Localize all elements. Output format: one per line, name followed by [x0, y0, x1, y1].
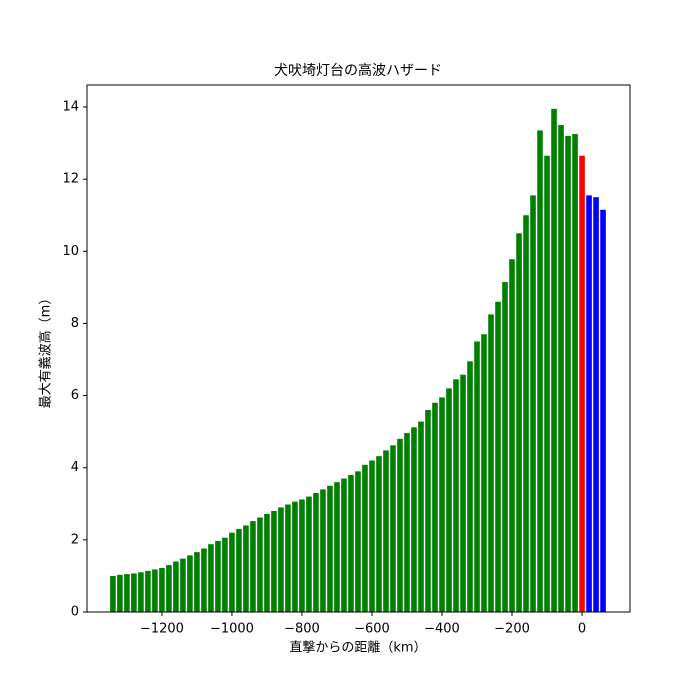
- y-tick-label: 14: [62, 100, 79, 115]
- y-tick-label: 10: [62, 244, 79, 259]
- x-tick-label: 0: [578, 622, 586, 637]
- bar: [481, 334, 487, 612]
- bar: [516, 233, 522, 612]
- bar: [558, 125, 564, 613]
- bar: [523, 215, 529, 612]
- bar: [257, 517, 263, 612]
- bar: [348, 474, 354, 612]
- chart-title: 犬吠埼灯台の高波ハザード: [274, 62, 442, 79]
- bar: [201, 548, 207, 612]
- bar: [208, 544, 214, 612]
- bar: [446, 388, 452, 612]
- bar: [411, 427, 417, 612]
- bar: [467, 361, 473, 612]
- bar: [131, 573, 137, 612]
- x-axis-label: 直撃からの距離（km）: [289, 640, 426, 656]
- bar: [166, 565, 172, 612]
- bar: [299, 499, 305, 612]
- bar: [117, 574, 123, 612]
- y-tick-label: 12: [62, 172, 79, 187]
- bar: [376, 456, 382, 612]
- bar: [551, 108, 557, 613]
- bar: [250, 521, 256, 612]
- bar: [159, 567, 165, 612]
- x-tick-label: −400: [424, 622, 460, 637]
- bar: [404, 433, 410, 612]
- bar: [502, 281, 508, 612]
- bar: [278, 507, 284, 612]
- bar: [173, 561, 179, 612]
- bar: [572, 134, 578, 612]
- x-tick-label: −1000: [210, 622, 254, 637]
- bar: [264, 513, 270, 612]
- bar: [432, 402, 438, 612]
- bar: [320, 489, 326, 612]
- bar: [474, 341, 480, 612]
- y-tick-label: 2: [71, 532, 79, 547]
- bar: [292, 501, 298, 612]
- bar: [439, 397, 445, 612]
- x-tick-label: −1200: [140, 622, 184, 637]
- y-tick-label: 6: [71, 388, 79, 403]
- bar: [593, 197, 599, 612]
- x-tick-label: −800: [284, 622, 320, 637]
- bar: [369, 460, 375, 612]
- bar: [236, 529, 242, 612]
- bar: [138, 572, 144, 612]
- bar: [460, 374, 466, 612]
- bar: [187, 555, 193, 612]
- bar: [383, 450, 389, 612]
- bar: [362, 464, 368, 612]
- bar: [341, 478, 347, 612]
- y-axis-label: 最大有義波高（m）: [38, 292, 54, 409]
- bar: [222, 537, 228, 612]
- bar: [145, 570, 151, 612]
- bar: [327, 485, 333, 612]
- x-tick-label: −200: [494, 622, 530, 637]
- bar: [110, 575, 116, 612]
- y-tick-label: 0: [71, 605, 79, 620]
- bar: [537, 130, 543, 612]
- bar: [306, 496, 312, 612]
- bar: [124, 574, 130, 612]
- bar: [152, 569, 158, 612]
- bar: [334, 482, 340, 612]
- bar: [418, 421, 424, 612]
- bar: [495, 301, 501, 612]
- bar: [271, 511, 277, 612]
- bar: [509, 259, 515, 612]
- bar: [544, 155, 550, 612]
- bar: [586, 195, 592, 613]
- bar: [194, 552, 200, 612]
- y-tick-label: 8: [71, 316, 79, 331]
- bar: [425, 410, 431, 612]
- bar: [180, 558, 186, 612]
- bar: [313, 492, 319, 612]
- bar: [390, 445, 396, 612]
- bar: [530, 195, 536, 613]
- x-tick-label: −600: [354, 622, 390, 637]
- bar: [243, 525, 249, 612]
- y-tick-label: 4: [71, 460, 79, 475]
- bar: [579, 155, 585, 612]
- bar: [600, 209, 606, 613]
- bar: [453, 379, 459, 612]
- bar: [565, 135, 571, 613]
- bar: [397, 438, 403, 612]
- bar: [355, 471, 361, 612]
- bar: [285, 504, 291, 612]
- bar: [488, 314, 494, 612]
- plot-frame: [86, 84, 631, 613]
- bar: [229, 532, 235, 612]
- bar: [215, 540, 221, 612]
